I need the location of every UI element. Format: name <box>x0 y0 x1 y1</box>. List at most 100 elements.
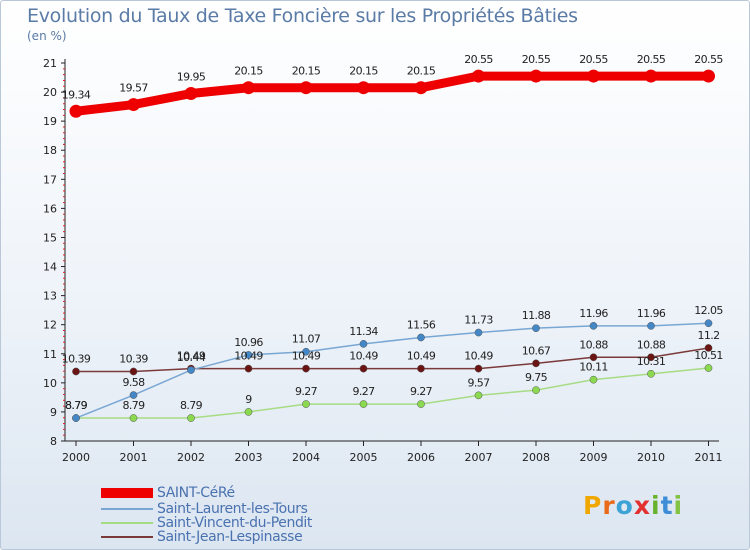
x-tick-label: 2004 <box>292 451 320 464</box>
data-point <box>647 353 655 362</box>
data-point <box>474 328 483 337</box>
data-point <box>69 104 83 118</box>
data-point <box>704 344 713 352</box>
data-point <box>359 400 368 408</box>
data-point <box>417 333 425 342</box>
legend-swatch <box>101 536 153 538</box>
y-tick-label: 12 <box>43 319 57 332</box>
x-tick-label: 2000 <box>62 451 90 464</box>
data-label: 20.15 <box>407 65 436 78</box>
data-point <box>587 69 600 83</box>
y-tick-label: 10 <box>43 377 57 390</box>
chart-title: Evolution du Taux de Taxe Foncière sur l… <box>27 5 578 27</box>
data-point <box>532 324 540 333</box>
data-label: 8.79 <box>122 399 145 412</box>
data-label: 20.15 <box>234 65 263 78</box>
x-tick-label: 2008 <box>522 451 550 464</box>
data-label: 9.57 <box>467 376 490 389</box>
data-point <box>129 391 138 399</box>
data-point <box>72 414 80 422</box>
data-label: 9 <box>245 393 252 406</box>
data-point <box>702 69 715 83</box>
series-line <box>75 322 710 419</box>
data-point <box>704 319 713 328</box>
data-label: 11.56 <box>407 318 436 331</box>
data-point <box>72 367 80 376</box>
data-label: 10.96 <box>234 336 263 349</box>
data-label: 20.55 <box>464 53 493 66</box>
data-point <box>414 81 428 95</box>
data-label: 20.55 <box>694 53 723 66</box>
data-point <box>472 69 485 83</box>
data-label: 10.51 <box>694 349 723 362</box>
data-point <box>647 322 655 330</box>
data-label: 10.88 <box>637 338 666 351</box>
y-tick-label: 18 <box>43 144 57 157</box>
legend-swatch <box>101 488 153 498</box>
data-label: 10.49 <box>292 350 321 363</box>
data-label: 10.67 <box>522 344 551 357</box>
data-label: 10.39 <box>119 353 148 366</box>
data-label: 10.88 <box>579 338 608 351</box>
data-point <box>302 347 310 356</box>
x-tick-label: 2003 <box>235 451 263 464</box>
logo-letter: i <box>673 491 684 520</box>
x-tick-label: 2009 <box>580 451 608 464</box>
data-label: 12.05 <box>694 304 723 317</box>
data-label: 8.79 <box>180 399 203 412</box>
y-tick-label: 8 <box>50 435 57 448</box>
y-tick-label: 14 <box>43 261 57 274</box>
x-tick-label: 2010 <box>637 451 665 464</box>
data-point <box>647 369 655 378</box>
logo-letter: x <box>633 491 651 520</box>
logo-letter: t <box>660 491 674 520</box>
series-line <box>75 347 710 373</box>
y-tick-label: 9 <box>50 406 57 419</box>
data-point <box>644 69 658 83</box>
data-point <box>184 87 198 101</box>
x-tick-label: 2007 <box>465 451 493 464</box>
data-label: 11.96 <box>579 307 608 320</box>
y-tick-label: 19 <box>43 115 57 128</box>
y-tick-label: 21 <box>43 57 57 70</box>
x-tick-label: 2006 <box>407 451 435 464</box>
data-label: 11.88 <box>522 309 551 322</box>
logo-letter: i <box>651 491 661 520</box>
data-point <box>244 364 253 373</box>
data-label: 11.96 <box>637 307 666 320</box>
data-label: 9.75 <box>525 371 548 384</box>
data-label: 10.49 <box>234 350 263 363</box>
data-label: 11.07 <box>292 333 321 346</box>
x-tick-label: 2011 <box>695 451 723 464</box>
y-tick-label: 11 <box>43 348 57 361</box>
data-label: 9.58 <box>122 376 145 389</box>
data-point <box>529 69 543 83</box>
data-label: 10.49 <box>464 350 493 363</box>
data-label: 20.55 <box>522 53 551 66</box>
data-label: 10.39 <box>62 353 91 366</box>
data-point <box>244 351 253 359</box>
logo-letter: r <box>602 491 616 520</box>
x-tick-label: 2002 <box>177 451 205 464</box>
data-point <box>242 81 255 95</box>
data-label: 10.49 <box>177 350 206 363</box>
data-label: 19.34 <box>62 88 91 101</box>
data-label: 8.79 <box>65 399 88 412</box>
data-point <box>532 359 540 368</box>
data-point <box>474 364 483 373</box>
y-tick-label: 20 <box>43 86 57 99</box>
data-label: 10.44 <box>177 351 206 364</box>
data-point <box>302 400 310 408</box>
data-point <box>244 408 253 416</box>
data-label: 20.15 <box>292 65 321 78</box>
y-tick-label: 13 <box>43 290 57 303</box>
series-line <box>75 367 710 419</box>
logo-letter: o <box>615 491 634 520</box>
legend-label: Saint-Vincent-du-Pendit <box>157 515 313 531</box>
x-tick-label: 2001 <box>120 451 148 464</box>
data-point <box>302 364 310 373</box>
data-label: 20.55 <box>579 53 608 66</box>
data-point <box>417 364 425 373</box>
data-point <box>417 400 425 408</box>
